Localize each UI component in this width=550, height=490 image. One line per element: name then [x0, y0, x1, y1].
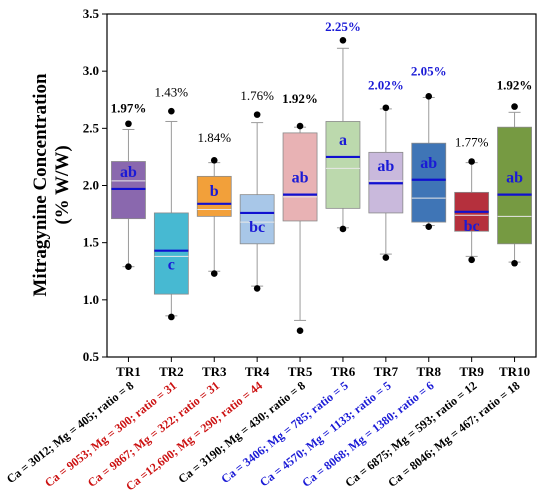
group-letter: ab — [506, 170, 523, 187]
y-tick-label: 0.5 — [83, 349, 100, 364]
plot-border — [106, 13, 537, 358]
y-axis-title: Mitragynine Concentration (% W/W) — [30, 73, 73, 297]
group-letter: ab — [377, 158, 394, 175]
x-tick-label: TR4 — [245, 364, 270, 379]
y-tick-label: 3.5 — [83, 6, 100, 21]
y-tick-label: 1.5 — [83, 235, 100, 250]
group-letter: c — [168, 257, 175, 274]
outlier-point — [468, 158, 475, 165]
mean-percent-label: 1.43% — [155, 84, 189, 99]
y-tick-label: 3.0 — [83, 63, 99, 78]
group-letter: a — [339, 132, 347, 149]
outlier-point — [425, 223, 433, 230]
x-tick-label: TR5 — [288, 364, 313, 379]
box-group-tr9: bc 1.77% — [454, 135, 490, 264]
y-tick-label: 2.5 — [83, 120, 100, 135]
box-group-tr2: c 1.43% — [153, 84, 189, 321]
box-series: ab1.97%c1.43%b1.84%bc1.76%ab1.92%a2.25%a… — [111, 19, 533, 335]
group-letter: bc — [249, 219, 265, 236]
box-group-tr5: ab 1.92% — [282, 91, 318, 335]
outlier-point — [339, 36, 347, 44]
x-tick-label: TR7 — [374, 364, 399, 379]
mean-percent-label: 1.92% — [282, 91, 318, 106]
mean-percent-label: 2.25% — [325, 19, 361, 34]
outlier-point — [210, 270, 218, 277]
outlier-point — [511, 103, 518, 110]
outlier-point — [468, 256, 475, 264]
outlier-point — [296, 122, 304, 130]
mean-percent-label: 2.05% — [411, 64, 447, 79]
x-tick-label: TR8 — [416, 364, 441, 379]
box-body — [239, 194, 275, 245]
y-axis-title-line2: (% W/W) — [52, 145, 73, 224]
box-body — [497, 126, 532, 245]
outlier-point — [296, 327, 304, 335]
outlier-point — [253, 111, 261, 118]
mean-percent-label: 1.97% — [111, 100, 147, 115]
y-axis-ticks: 0.5 1.0 1.5 2.0 2.5 3.0 3.5 — [83, 6, 107, 364]
box-body — [282, 132, 318, 222]
mean-percent-label: 1.77% — [455, 135, 489, 150]
box-group-tr4: bc 1.76% — [239, 88, 275, 292]
x-tick-label: TR2 — [159, 364, 184, 379]
outlier-point — [382, 104, 390, 112]
x-tick-label: TR3 — [202, 364, 227, 379]
box-body — [111, 161, 146, 220]
outlier-point — [511, 259, 518, 267]
box-group-tr8: ab 2.05% — [411, 64, 447, 230]
box-group-tr3: b 1.84% — [196, 130, 232, 277]
x-tick-label: TR6 — [331, 364, 356, 379]
outlier-point — [125, 120, 132, 128]
group-letter: b — [210, 183, 219, 200]
box-group-tr10: ab 1.92% — [497, 77, 533, 267]
box-group-tr6: a 2.25% — [325, 19, 361, 233]
outlier-point — [210, 157, 218, 164]
mean-percent-label: 2.02% — [368, 77, 404, 92]
outlier-point — [382, 254, 390, 261]
outlier-point — [425, 93, 433, 100]
mean-percent-label: 1.76% — [240, 88, 274, 103]
y-tick-label: 1.0 — [83, 292, 99, 307]
outlier-point — [168, 313, 175, 321]
group-letter: ab — [420, 155, 437, 172]
mean-percent-label: 1.84% — [197, 130, 231, 145]
plot-frame — [106, 13, 537, 358]
y-axis-title-line1: Mitragynine Concentration — [30, 73, 51, 297]
mean-percent-label: 1.92% — [497, 77, 533, 92]
outlier-point — [168, 107, 175, 115]
outlier-point — [339, 225, 347, 233]
box-body — [325, 121, 361, 209]
x-tick-label: TR9 — [459, 364, 484, 379]
box-group-tr1: ab 1.97% — [111, 100, 147, 270]
box-group-tr7: ab 2.02% — [368, 77, 404, 261]
group-letter: bc — [464, 218, 480, 235]
outlier-point — [125, 263, 132, 270]
outlier-point — [253, 285, 261, 292]
x-tick-label: TR10 — [499, 364, 530, 379]
y-tick-label: 2.0 — [83, 178, 99, 193]
box-body — [153, 212, 189, 295]
group-letter: ab — [292, 170, 309, 187]
box-body — [411, 142, 447, 223]
x-tick-label: TR1 — [116, 364, 141, 379]
group-letter: ab — [120, 164, 137, 181]
